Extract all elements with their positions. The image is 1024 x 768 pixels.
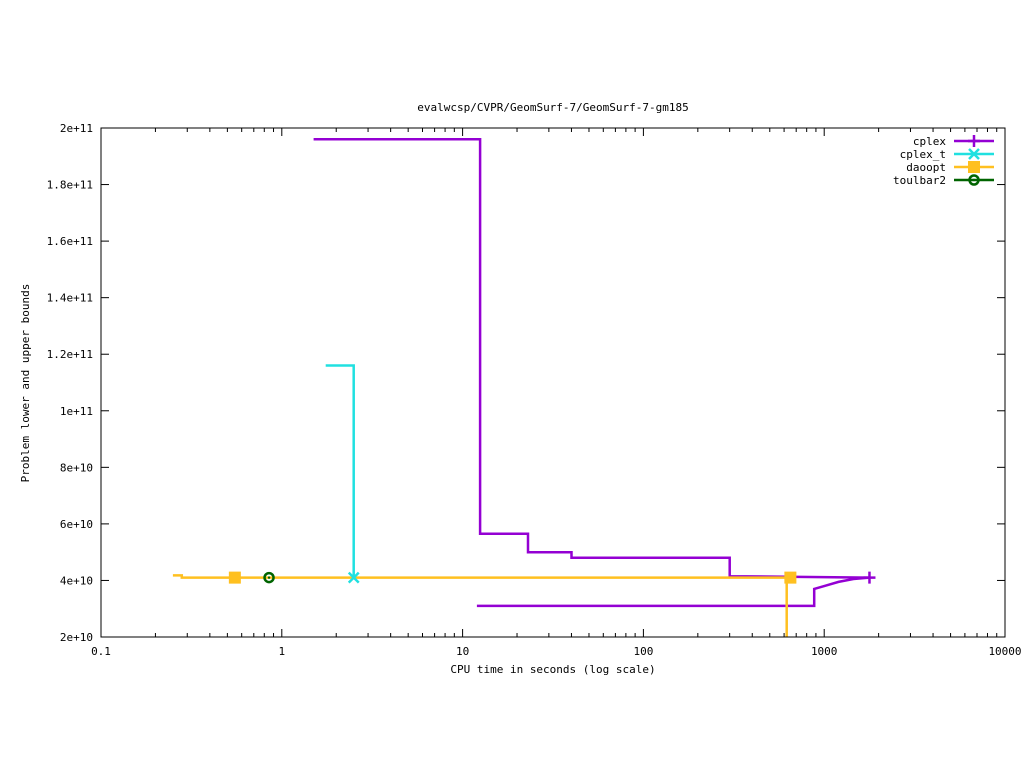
y-tick-label: 6e+10 <box>60 518 93 531</box>
y-tick-label: 2e+10 <box>60 631 93 644</box>
y-tick-label: 1e+11 <box>60 405 93 418</box>
x-tick-label: 10 <box>456 645 469 658</box>
y-tick-label: 8e+10 <box>60 461 93 474</box>
x-tick-label: 1000 <box>811 645 838 658</box>
series-line-cplex <box>476 576 870 608</box>
x-tick-label: 10000 <box>988 645 1021 658</box>
series-markers <box>228 571 876 584</box>
series-marker-daoopt <box>228 571 241 584</box>
y-tick-label: 1.4e+11 <box>47 292 93 305</box>
legend-marker-toulbar2 <box>968 174 980 186</box>
legend-marker-cplex <box>968 135 980 147</box>
series-marker-toulbar2 <box>263 571 275 584</box>
plot-area-border <box>100 127 1006 638</box>
y-tick-label: 1.8e+11 <box>47 179 93 192</box>
y-tick-label: 1.2e+11 <box>47 348 93 361</box>
legend-label-daoopt: daoopt <box>906 161 946 174</box>
series-marker-daoopt <box>784 571 797 584</box>
legend-label-cplex: cplex <box>913 135 946 148</box>
x-axis-label: CPU time in seconds (log scale) <box>450 663 655 676</box>
x-tick-label: 100 <box>633 645 653 658</box>
series-line-cplex-t <box>325 364 355 578</box>
series-line-daoopt <box>172 574 791 579</box>
y-axis-label: Problem lower and upper bounds <box>19 284 32 483</box>
series-marker-cplex <box>863 571 876 584</box>
y-tick-label: 1.6e+11 <box>47 235 93 248</box>
y-tick-label: 2e+11 <box>60 122 93 135</box>
x-axis-tick-labels: 0.1 1 10 100 1000 10000 <box>91 645 1022 658</box>
y-tick-label: 4e+10 <box>60 574 93 587</box>
series-lines <box>172 138 870 637</box>
y-axis-tick-labels: 2e+10 4e+10 6e+10 8e+10 1e+11 1.2e+11 1.4e+11 1… <box>47 122 93 644</box>
legend-label-toulbar2: toulbar2 <box>893 174 946 187</box>
legend-marker-cplex-t <box>968 148 980 160</box>
series-line-cplex <box>313 138 870 579</box>
axis-ticks <box>100 127 1006 638</box>
x-tick-label: 0.1 <box>91 645 111 658</box>
legend-marker-daoopt <box>968 161 980 173</box>
legend-label-cplex-t: cplex_t <box>900 148 946 161</box>
chart-title: evalwcsp/CVPR/GeomSurf-7/GeomSurf-7-gm18… <box>417 101 689 114</box>
x-tick-label: 1 <box>278 645 285 658</box>
series-marker-cplex-t <box>347 571 360 584</box>
